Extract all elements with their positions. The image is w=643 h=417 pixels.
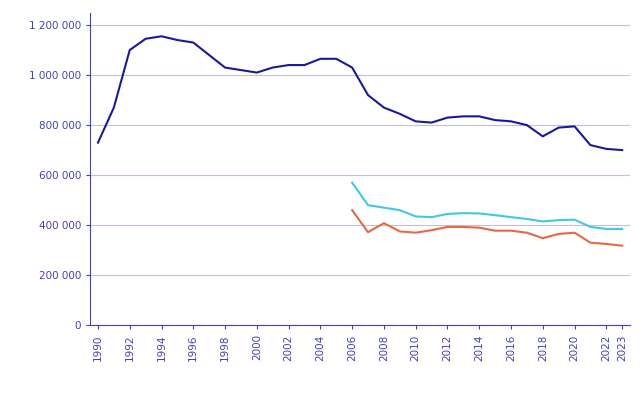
Samtliga [619,148,626,153]
Line: Män: Män [352,210,622,246]
Kvinnor [555,218,563,223]
Män [444,224,451,229]
Samtliga [349,65,356,70]
Samtliga [523,123,530,128]
Män [364,230,372,235]
Samtliga [571,124,579,129]
Samtliga [253,70,260,75]
Samtliga [205,53,213,58]
Samtliga [126,48,134,53]
Samtliga [444,115,451,120]
Kvinnor [539,219,547,224]
Kvinnor [412,214,419,219]
Line: Samtliga: Samtliga [98,36,622,150]
Samtliga [602,146,610,151]
Kvinnor [380,205,388,210]
Män [460,224,467,229]
Samtliga [221,65,229,70]
Män [380,221,388,226]
Samtliga [285,63,293,68]
Samtliga [586,143,594,148]
Samtliga [412,119,419,124]
Samtliga [190,40,197,45]
Line: Kvinnor: Kvinnor [352,183,622,229]
Kvinnor [460,211,467,216]
Samtliga [110,105,118,110]
Män [586,240,594,245]
Samtliga [158,34,165,39]
Män [602,241,610,246]
Samtliga [364,93,372,98]
Samtliga [396,111,404,116]
Samtliga [460,114,467,119]
Kvinnor [586,224,594,229]
Samtliga [94,140,102,145]
Kvinnor [571,217,579,222]
Samtliga [555,125,563,130]
Män [428,228,435,233]
Kvinnor [507,215,515,220]
Män [396,229,404,234]
Kvinnor [364,203,372,208]
Samtliga [237,68,245,73]
Kvinnor [396,208,404,213]
Kvinnor [602,226,610,231]
Män [523,230,530,235]
Samtliga [491,118,499,123]
Män [507,228,515,233]
Män [619,243,626,248]
Män [571,230,579,235]
Samtliga [332,56,340,61]
Kvinnor [475,211,483,216]
Män [412,230,419,235]
Samtliga [301,63,309,68]
Kvinnor [491,213,499,218]
Män [349,208,356,213]
Män [475,225,483,230]
Samtliga [475,114,483,119]
Kvinnor [349,180,356,185]
Kvinnor [428,215,435,220]
Samtliga [316,56,324,61]
Samtliga [539,134,547,139]
Samtliga [428,120,435,125]
Kvinnor [444,211,451,216]
Män [539,236,547,241]
Samtliga [141,36,149,41]
Män [555,231,563,236]
Samtliga [269,65,276,70]
Samtliga [174,38,181,43]
Samtliga [380,105,388,110]
Kvinnor [619,226,626,231]
Samtliga [507,119,515,124]
Män [491,228,499,233]
Kvinnor [523,216,530,221]
